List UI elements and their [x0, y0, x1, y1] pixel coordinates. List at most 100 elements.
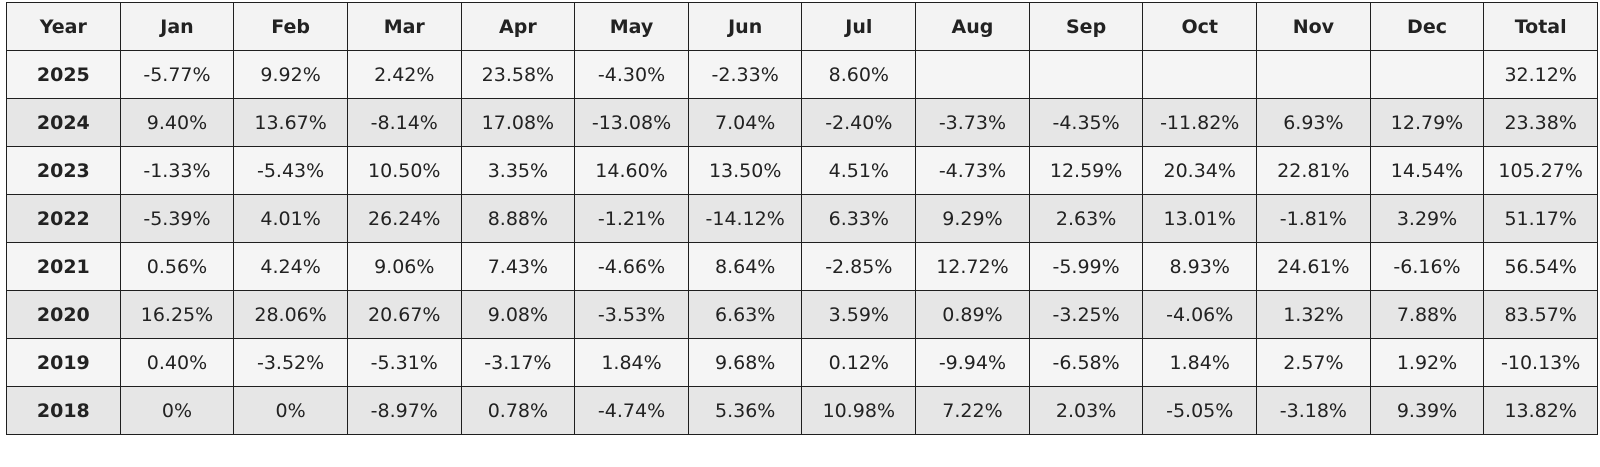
table-row: 2023 -1.33% -5.43% 10.50% 3.35% 14.60% 13.50% 4…	[6, 146, 1598, 195]
column-header-jun: Jun	[687, 2, 803, 51]
return-cell-sep: 2.03%	[1028, 386, 1144, 435]
table-row: 2025 -5.77% 9.92% 2.42% 23.58% -4.30% -2.33% 8.…	[6, 50, 1598, 99]
return-cell-apr: 7.43%	[460, 242, 576, 291]
total-cell: 51.17%	[1483, 194, 1598, 243]
return-cell-may: 1.84%	[574, 338, 689, 387]
return-cell-sep: 2.63%	[1028, 194, 1144, 243]
total-cell: 56.54%	[1483, 242, 1598, 291]
return-cell-may: -1.21%	[574, 194, 689, 243]
return-cell-nov: 6.93%	[1256, 98, 1371, 147]
year-cell: 2021	[6, 242, 121, 291]
year-cell: 2020	[6, 290, 121, 339]
return-cell-jun: 6.63%	[687, 290, 803, 339]
return-cell-jun: 13.50%	[687, 146, 803, 195]
return-cell-apr: 9.08%	[460, 290, 576, 339]
return-cell-aug: -9.94%	[915, 338, 1030, 387]
return-cell-aug: -3.73%	[915, 98, 1030, 147]
return-cell-mar: 2.42%	[346, 50, 462, 99]
return-cell-dec	[1369, 50, 1485, 99]
year-cell: 2025	[6, 50, 121, 99]
column-header-oct: Oct	[1142, 2, 1258, 51]
column-header-mar: Mar	[346, 2, 462, 51]
total-cell: 105.27%	[1483, 146, 1598, 195]
return-cell-nov: 2.57%	[1256, 338, 1371, 387]
header-row: Year Jan Feb Mar Apr May Jun Jul Aug Sep…	[6, 2, 1598, 51]
return-cell-jan: 0%	[119, 386, 235, 435]
return-cell-mar: 20.67%	[346, 290, 462, 339]
return-cell-dec: 12.79%	[1369, 98, 1485, 147]
table-row: 2021 0.56% 4.24% 9.06% 7.43% -4.66% 8.64% -2.85…	[6, 242, 1598, 291]
return-cell-sep: -3.25%	[1028, 290, 1144, 339]
return-cell-mar: -8.97%	[346, 386, 462, 435]
return-cell-feb: 4.24%	[233, 242, 348, 291]
column-header-nov: Nov	[1256, 2, 1371, 51]
return-cell-sep	[1028, 50, 1144, 99]
table-row: 2018 0% 0% -8.97% 0.78% -4.74% 5.36% 10.98% 7.22…	[6, 386, 1598, 435]
return-cell-apr: 17.08%	[460, 98, 576, 147]
return-cell-nov: -3.18%	[1256, 386, 1371, 435]
return-cell-mar: -5.31%	[346, 338, 462, 387]
table-body: 2025 -5.77% 9.92% 2.42% 23.58% -4.30% -2.33% 8.…	[6, 50, 1598, 435]
return-cell-oct: -5.05%	[1142, 386, 1258, 435]
return-cell-aug: 9.29%	[915, 194, 1030, 243]
return-cell-may: -3.53%	[574, 290, 689, 339]
return-cell-jul: 3.59%	[801, 290, 917, 339]
return-cell-jan: -5.39%	[119, 194, 235, 243]
year-cell: 2019	[6, 338, 121, 387]
return-cell-dec: 1.92%	[1369, 338, 1485, 387]
return-cell-jun: -2.33%	[687, 50, 803, 99]
return-cell-oct: 20.34%	[1142, 146, 1258, 195]
return-cell-dec: 7.88%	[1369, 290, 1485, 339]
total-cell: -10.13%	[1483, 338, 1598, 387]
return-cell-mar: -8.14%	[346, 98, 462, 147]
return-cell-sep: -4.35%	[1028, 98, 1144, 147]
total-cell: 83.57%	[1483, 290, 1598, 339]
return-cell-jun: 9.68%	[687, 338, 803, 387]
return-cell-apr: 23.58%	[460, 50, 576, 99]
return-cell-jul: 6.33%	[801, 194, 917, 243]
monthly-returns-table: Year Jan Feb Mar Apr May Jun Jul Aug Sep…	[6, 2, 1598, 435]
return-cell-apr: 0.78%	[460, 386, 576, 435]
column-header-may: May	[574, 2, 689, 51]
monthly-returns-table-container: Year Jan Feb Mar Apr May Jun Jul Aug Sep…	[6, 2, 1598, 435]
year-cell: 2024	[6, 98, 121, 147]
return-cell-jul: -2.40%	[801, 98, 917, 147]
return-cell-feb: 9.92%	[233, 50, 348, 99]
total-cell: 32.12%	[1483, 50, 1598, 99]
return-cell-jun: 7.04%	[687, 98, 803, 147]
column-header-feb: Feb	[233, 2, 348, 51]
column-header-jul: Jul	[801, 2, 917, 51]
table-row: 2022 -5.39% 4.01% 26.24% 8.88% -1.21% -14.12% 6…	[6, 194, 1598, 243]
return-cell-jan: -5.77%	[119, 50, 235, 99]
return-cell-jul: 8.60%	[801, 50, 917, 99]
return-cell-oct: 8.93%	[1142, 242, 1258, 291]
return-cell-nov: 22.81%	[1256, 146, 1371, 195]
return-cell-apr: -3.17%	[460, 338, 576, 387]
return-cell-apr: 3.35%	[460, 146, 576, 195]
return-cell-sep: -5.99%	[1028, 242, 1144, 291]
column-header-total: Total	[1483, 2, 1598, 51]
return-cell-dec: -6.16%	[1369, 242, 1485, 291]
return-cell-nov	[1256, 50, 1371, 99]
return-cell-aug: 7.22%	[915, 386, 1030, 435]
return-cell-feb: 13.67%	[233, 98, 348, 147]
return-cell-nov: 24.61%	[1256, 242, 1371, 291]
return-cell-mar: 10.50%	[346, 146, 462, 195]
return-cell-mar: 26.24%	[346, 194, 462, 243]
return-cell-dec: 14.54%	[1369, 146, 1485, 195]
return-cell-jan: 0.56%	[119, 242, 235, 291]
return-cell-oct: -4.06%	[1142, 290, 1258, 339]
return-cell-feb: 0%	[233, 386, 348, 435]
return-cell-aug: 0.89%	[915, 290, 1030, 339]
return-cell-feb: 4.01%	[233, 194, 348, 243]
table-header: Year Jan Feb Mar Apr May Jun Jul Aug Sep…	[6, 2, 1598, 51]
return-cell-sep: 12.59%	[1028, 146, 1144, 195]
return-cell-jun: -14.12%	[687, 194, 803, 243]
column-header-sep: Sep	[1028, 2, 1144, 51]
return-cell-jan: 0.40%	[119, 338, 235, 387]
return-cell-may: -13.08%	[574, 98, 689, 147]
column-header-dec: Dec	[1369, 2, 1485, 51]
return-cell-aug	[915, 50, 1030, 99]
year-cell: 2023	[6, 146, 121, 195]
table-row: 2020 16.25% 28.06% 20.67% 9.08% -3.53% 6.63% 3.…	[6, 290, 1598, 339]
